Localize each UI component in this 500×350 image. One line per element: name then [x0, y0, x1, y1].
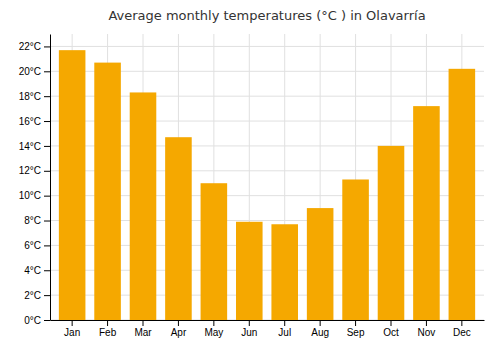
x-tick: Oct — [383, 320, 399, 338]
y-tick-mark — [44, 221, 50, 222]
y-tick-label: 0°C — [24, 315, 41, 326]
y-tick-label: 16°C — [19, 116, 41, 127]
x-tick-mark — [426, 320, 427, 326]
x-tick: Aug — [311, 320, 329, 338]
y-tick-label: 18°C — [19, 91, 41, 102]
y-tick-mark — [44, 146, 50, 147]
y-tick-mark — [44, 71, 50, 72]
y-tick: 0°C — [24, 315, 50, 326]
bar — [94, 63, 121, 320]
y-tick: 4°C — [24, 265, 50, 276]
y-tick: 6°C — [24, 240, 50, 251]
x-tick: Jul — [278, 320, 291, 338]
x-tick-mark — [249, 320, 250, 326]
y-tick-label: 2°C — [24, 290, 41, 301]
chart-title: Average monthly temperatures (°C ) in Ol… — [108, 8, 425, 23]
x-tick-label: Oct — [383, 327, 399, 338]
y-tick: 18°C — [19, 91, 50, 102]
x-tick: May — [204, 320, 223, 338]
y-axis-line — [50, 35, 51, 321]
y-tick-mark — [44, 96, 50, 97]
x-tick-mark — [72, 320, 73, 326]
bar — [59, 50, 86, 320]
x-tick-label: May — [204, 327, 223, 338]
y-tick-mark — [44, 295, 50, 296]
bars — [59, 50, 475, 320]
plot-area: 0°C 2°C 4°C 6°C 8°C 10°C 12°C 14°C 16°C 18°C 20°C 2… — [19, 34, 485, 338]
x-tick-label: Jul — [278, 327, 291, 338]
x-tick-label: Mar — [134, 327, 152, 338]
bar — [413, 106, 440, 320]
y-tick-mark — [44, 270, 50, 271]
x-tick: Jan — [64, 320, 80, 338]
x-tick-mark — [461, 320, 462, 326]
y-tick-label: 22°C — [19, 41, 41, 52]
bar — [378, 146, 405, 320]
x-tick-mark — [107, 320, 108, 326]
x-tick: Apr — [171, 320, 187, 338]
x-tick-mark — [284, 320, 285, 326]
x-tick-label: Apr — [171, 327, 187, 338]
x-axis-line — [51, 320, 485, 321]
x-tick: Sep — [347, 320, 365, 338]
x-tick-mark — [178, 320, 179, 326]
bar — [271, 224, 298, 320]
bar — [342, 179, 369, 320]
bar — [130, 92, 157, 320]
x-tick: Nov — [418, 320, 436, 338]
y-tick-label: 14°C — [19, 141, 41, 152]
y-tick-label: 6°C — [24, 240, 41, 251]
x-tick: Jun — [241, 320, 257, 338]
x-tick-mark — [355, 320, 356, 326]
y-tick: 14°C — [19, 141, 50, 152]
y-tick-label: 10°C — [19, 190, 41, 201]
x-tick: Mar — [134, 320, 152, 338]
y-tick-mark — [44, 320, 50, 321]
bar — [165, 137, 192, 320]
bar — [201, 183, 228, 320]
y-tick: 8°C — [24, 215, 50, 226]
bar — [449, 69, 476, 320]
y-tick-mark — [44, 46, 50, 47]
y-tick: 20°C — [19, 66, 50, 77]
x-tick: Feb — [99, 320, 117, 338]
x-tick-label: Jan — [64, 327, 80, 338]
y-tick: 2°C — [24, 290, 50, 301]
y-grid-line — [50, 46, 484, 47]
x-tick: Dec — [453, 320, 471, 338]
y-tick: 16°C — [19, 116, 50, 127]
y-tick-mark — [44, 245, 50, 246]
y-tick-label: 4°C — [24, 265, 41, 276]
x-tick-mark — [391, 320, 392, 326]
y-tick-label: 8°C — [24, 215, 41, 226]
x-tick-label: Jun — [241, 327, 257, 338]
x-tick-label: Nov — [418, 327, 436, 338]
y-tick: 22°C — [19, 41, 50, 52]
y-tick-mark — [44, 171, 50, 172]
chart-svg: 0°C 2°C 4°C 6°C 8°C 10°C 12°C 14°C 16°C 18°C 20°C 2… — [0, 0, 500, 350]
y-tick-mark — [44, 196, 50, 197]
x-tick-label: Aug — [311, 327, 329, 338]
x-tick-label: Dec — [453, 327, 471, 338]
bar — [307, 208, 334, 320]
y-tick-label: 12°C — [19, 165, 41, 176]
x-tick-mark — [320, 320, 321, 326]
x-tick-mark — [213, 320, 214, 326]
y-tick-mark — [44, 121, 50, 122]
bar — [236, 222, 263, 320]
x-tick-label: Sep — [347, 327, 365, 338]
chart-container: 0°C 2°C 4°C 6°C 8°C 10°C 12°C 14°C 16°C 18°C 20°C 2… — [0, 0, 500, 350]
grid — [50, 34, 484, 320]
y-tick: 10°C — [19, 190, 50, 201]
y-tick-label: 20°C — [19, 66, 41, 77]
x-tick-mark — [143, 320, 144, 326]
x-axis: Jan Feb Mar Apr May Jun Jul Aug Sep Oct Nov Dec — [51, 320, 485, 338]
x-tick-label: Feb — [99, 327, 117, 338]
y-axis: 0°C 2°C 4°C 6°C 8°C 10°C 12°C 14°C 16°C 18°C 20°C 2… — [19, 35, 51, 326]
y-tick: 12°C — [19, 165, 50, 176]
